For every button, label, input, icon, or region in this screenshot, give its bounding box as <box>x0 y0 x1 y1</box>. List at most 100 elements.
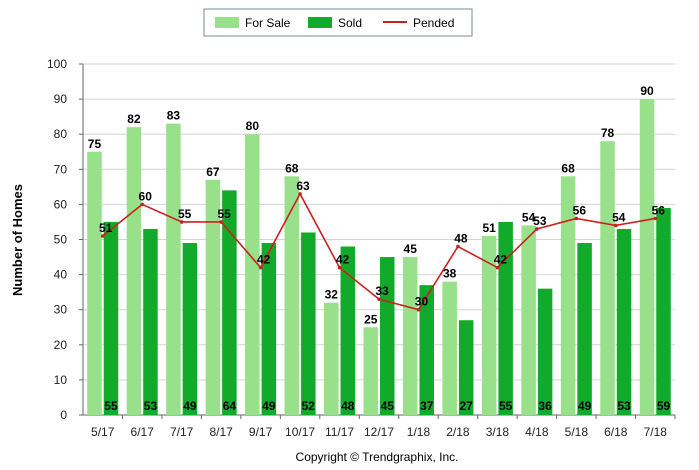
bar-sold <box>222 190 237 415</box>
y-tick-label: 90 <box>54 92 68 106</box>
label-sold: 49 <box>578 399 592 413</box>
legend-box <box>203 8 473 37</box>
x-tick-label: 6/18 <box>604 425 628 439</box>
label-for-sale: 82 <box>127 112 141 126</box>
label-sold: 55 <box>104 399 118 413</box>
x-tick-label: 4/18 <box>525 425 549 439</box>
label-for-sale: 67 <box>206 165 220 179</box>
pended-point <box>337 265 342 270</box>
x-tick-label: 6/17 <box>131 425 155 439</box>
label-pended: 55 <box>178 207 192 221</box>
y-tick-label: 10 <box>54 373 68 387</box>
bar-for-sale <box>402 257 418 415</box>
x-tick-label: 1/18 <box>407 425 431 439</box>
label-pended: 55 <box>217 207 231 221</box>
bar-sold <box>656 207 671 415</box>
bar-for-sale <box>481 235 497 415</box>
pended-point <box>298 192 302 196</box>
y-tick-label: 30 <box>54 303 68 317</box>
label-for-sale: 54 <box>522 210 536 224</box>
bar-for-sale <box>521 225 536 415</box>
pended-point <box>495 265 500 270</box>
pended-point <box>219 220 223 224</box>
bar-sold <box>498 221 513 415</box>
label-for-sale: 83 <box>167 109 181 123</box>
pended-point <box>456 244 460 249</box>
label-sold: 49 <box>183 399 197 413</box>
pended-point <box>179 220 184 224</box>
label-for-sale: 80 <box>246 119 260 133</box>
legend-label-for-sale: For Sale <box>245 16 291 30</box>
label-for-sale: 32 <box>325 288 339 302</box>
y-tick-label: 80 <box>54 127 68 141</box>
y-axis-title: Number of Homes <box>10 184 25 296</box>
legend-label-sold: Sold <box>338 16 362 30</box>
label-pended: 56 <box>652 203 666 217</box>
label-for-sale: 68 <box>561 161 575 175</box>
y-tick-label: 70 <box>54 162 68 176</box>
bar-sold <box>301 232 316 415</box>
grid-lines <box>83 63 675 381</box>
label-pended: 63 <box>296 179 310 193</box>
bar-sold <box>340 246 356 415</box>
y-tick-label: 60 <box>54 197 68 211</box>
label-pended: 42 <box>494 253 508 267</box>
label-pended: 30 <box>415 295 429 309</box>
x-tick-label: 3/18 <box>486 425 510 439</box>
legend-swatch-sold <box>308 17 332 28</box>
bar-for-sale <box>324 302 339 415</box>
y-tick-label: 20 <box>54 338 68 352</box>
x-tick-label: 5/18 <box>565 425 589 439</box>
pended-point <box>653 216 658 221</box>
legend-swatch-for-sale <box>215 17 239 28</box>
label-sold: 36 <box>538 399 552 413</box>
pended-point <box>100 234 105 238</box>
data-labels: 75 55 82 53 83 49 67 64 80 49 68 52 32 48 25 45 45 37 38 27… <box>88 84 671 413</box>
pended-point <box>574 216 579 221</box>
bar-for-sale <box>284 176 300 415</box>
x-tick-label: 10/17 <box>285 425 315 439</box>
y-tick-label: 0 <box>60 408 67 422</box>
bar-sold <box>616 228 632 415</box>
y-tick-label: 40 <box>54 268 68 282</box>
x-tick-label: 7/18 <box>644 425 668 439</box>
label-pended: 56 <box>573 203 587 217</box>
chart-legend: For Sale Sold Pended <box>203 8 473 37</box>
pended-point <box>258 265 263 270</box>
label-for-sale: 38 <box>443 267 457 281</box>
bar-sold <box>261 243 277 415</box>
pended-point <box>416 307 421 312</box>
x-tick-label: 9/17 <box>249 425 273 439</box>
label-sold: 48 <box>341 399 355 413</box>
bar-sold <box>419 285 434 415</box>
bar-sold <box>458 320 474 415</box>
label-pended: 54 <box>612 210 626 224</box>
copyright-text: Copyright © Trendgraphix, Inc. <box>296 450 459 464</box>
x-tick-label: 11/17 <box>325 425 354 439</box>
label-sold: 53 <box>617 399 631 413</box>
label-sold: 53 <box>144 399 158 413</box>
bar-sold <box>380 257 395 415</box>
x-tick-label: 7/17 <box>170 425 194 439</box>
axes: 0 10 20 30 40 50 60 70 80 90 100 5/17 6/17 7/17 8/17 9/… <box>47 57 676 439</box>
legend-label-pended: Pended <box>413 16 454 30</box>
label-pended: 42 <box>336 253 350 267</box>
label-sold: 55 <box>499 399 513 413</box>
label-for-sale: 90 <box>640 84 654 98</box>
label-pended: 33 <box>375 284 389 298</box>
label-sold: 64 <box>223 399 237 413</box>
label-for-sale: 78 <box>601 126 615 140</box>
label-pended: 53 <box>533 214 547 228</box>
y-tick-label: 50 <box>54 233 68 247</box>
bar-for-sale <box>639 99 655 415</box>
bar-for-sale <box>560 176 576 415</box>
pended-point <box>535 227 539 231</box>
pended-point <box>614 223 618 228</box>
bar-sold <box>182 243 198 415</box>
label-sold: 37 <box>420 399 434 413</box>
pended-point <box>377 297 381 301</box>
label-for-sale: 51 <box>482 221 496 235</box>
bar-for-sale <box>126 127 142 416</box>
label-sold: 59 <box>657 399 671 413</box>
